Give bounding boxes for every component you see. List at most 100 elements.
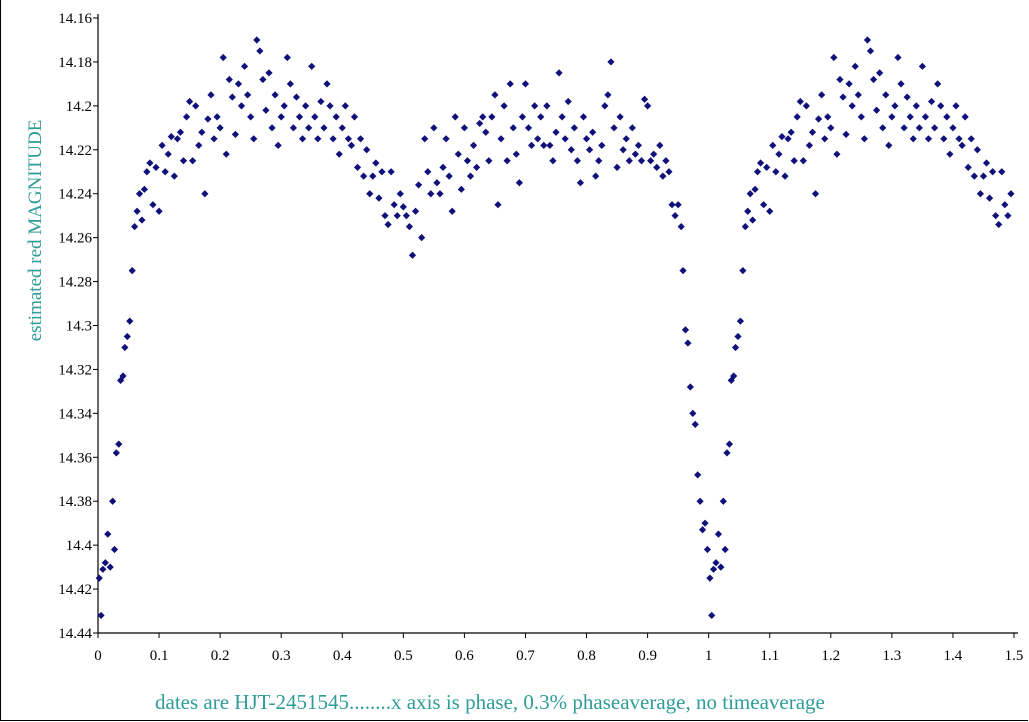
data-point — [503, 157, 511, 165]
data-point — [686, 383, 694, 391]
data-point — [985, 194, 994, 202]
data-point — [869, 75, 878, 84]
chart-note: dates are HJT-2451545........x axis is p… — [155, 690, 825, 714]
data-point — [924, 135, 933, 143]
data-point — [573, 157, 581, 165]
data-point — [415, 181, 423, 189]
data-point — [442, 135, 450, 143]
data-point — [616, 113, 624, 121]
data-point — [329, 135, 337, 143]
data-point — [494, 201, 502, 209]
data-point — [104, 530, 112, 538]
data-point — [961, 113, 969, 121]
data-point — [247, 113, 255, 121]
data-point — [317, 97, 325, 106]
data-point — [396, 190, 404, 198]
data-point — [240, 62, 249, 70]
y-tick-label: 14.36 — [58, 450, 92, 466]
data-point — [703, 545, 712, 554]
data-point — [164, 150, 172, 158]
data-point — [592, 172, 600, 180]
data-point — [585, 146, 594, 154]
data-point — [701, 519, 709, 527]
data-point — [619, 146, 627, 154]
data-point — [706, 574, 714, 582]
data-point — [283, 53, 291, 62]
data-point — [992, 212, 1000, 220]
data-point — [418, 234, 426, 242]
data-point — [915, 124, 923, 132]
data-point — [958, 141, 966, 149]
data-point — [760, 201, 768, 209]
data-point — [225, 75, 233, 84]
data-point — [506, 80, 514, 88]
data-point — [286, 80, 294, 88]
data-point — [934, 80, 942, 88]
data-point — [436, 190, 444, 198]
data-point — [375, 194, 383, 202]
data-point — [589, 128, 597, 136]
data-point — [784, 135, 792, 143]
data-point — [723, 449, 731, 457]
data-point — [381, 212, 389, 220]
x-tick-label: 1.4 — [944, 648, 963, 664]
data-point — [439, 163, 447, 171]
x-tick-label: 0 — [94, 648, 102, 664]
data-point — [610, 124, 618, 132]
data-point — [888, 113, 896, 121]
data-point — [326, 102, 334, 110]
data-point — [561, 135, 569, 143]
data-point — [931, 124, 939, 132]
data-point — [524, 124, 533, 132]
data-point — [302, 102, 310, 110]
data-point — [320, 124, 328, 132]
data-point — [659, 172, 667, 180]
data-point — [259, 75, 267, 84]
y-tick-label: 14.32 — [58, 362, 92, 378]
data-point — [106, 563, 114, 571]
data-point — [644, 102, 652, 110]
data-point — [234, 80, 243, 88]
data-point — [622, 135, 630, 143]
data-point — [918, 62, 926, 70]
data-point — [674, 201, 682, 209]
data-point — [854, 91, 862, 99]
data-point — [570, 124, 578, 132]
data-point — [167, 133, 175, 141]
data-point — [751, 185, 759, 193]
data-point — [161, 168, 169, 176]
data-point — [1007, 190, 1015, 198]
data-point — [721, 545, 729, 554]
data-point — [540, 141, 548, 149]
data-point — [311, 113, 319, 121]
data-point — [698, 526, 707, 534]
data-point — [457, 185, 465, 193]
y-tick-label: 14.24 — [58, 187, 92, 203]
data-point — [121, 343, 129, 352]
data-point — [845, 80, 853, 88]
y-tick-label: 14.3 — [66, 319, 92, 335]
data-point — [677, 223, 685, 231]
data-point — [681, 326, 690, 334]
data-point — [668, 201, 676, 209]
data-point — [631, 150, 639, 158]
data-point — [182, 113, 191, 121]
x-tick-label: 1.1 — [760, 648, 779, 664]
data-point — [604, 91, 612, 99]
data-point — [378, 168, 386, 176]
data-point — [515, 179, 523, 187]
data-point — [509, 124, 517, 132]
x-tick-label: 0.1 — [150, 648, 169, 664]
data-point — [775, 150, 783, 158]
data-point — [866, 47, 875, 55]
data-point — [237, 102, 246, 110]
data-point — [399, 203, 407, 211]
data-point — [613, 163, 621, 171]
data-point — [274, 141, 282, 149]
data-point — [430, 124, 438, 132]
data-point — [964, 163, 972, 171]
data-point — [790, 157, 798, 165]
data-point — [268, 124, 276, 132]
data-point — [579, 113, 588, 121]
